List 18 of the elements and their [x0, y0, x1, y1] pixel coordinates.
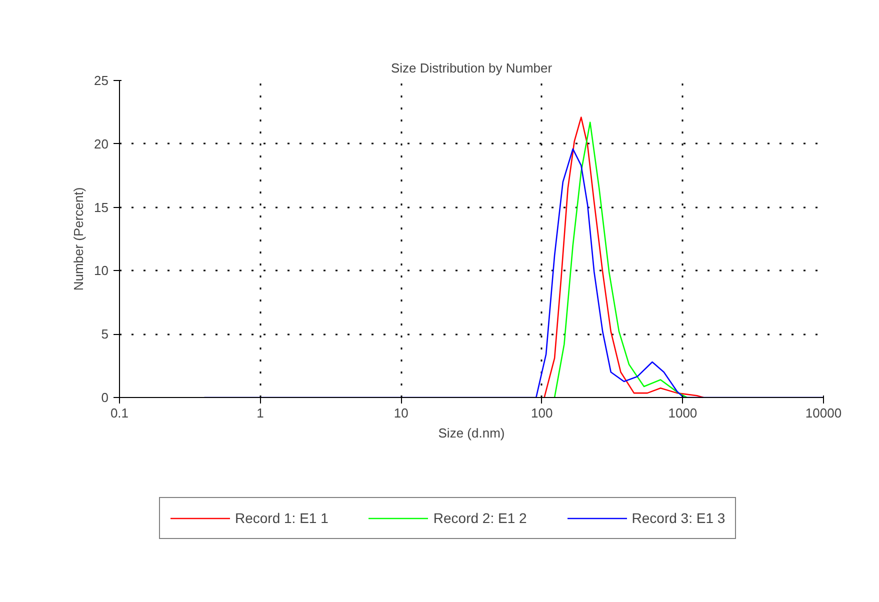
y-tick-label: 20	[94, 136, 109, 152]
y-tick-label: 25	[94, 73, 109, 88]
x-tick-label: 1000	[668, 406, 698, 420]
y-axis-title: Number (Percent)	[71, 187, 86, 291]
x-tick-label: 100	[531, 406, 553, 420]
legend-label: Record 2: E1 2	[433, 510, 527, 526]
x-tick-label: 0.1	[110, 406, 129, 420]
x-tick-label: 1	[256, 406, 264, 420]
x-tick-label: 10	[394, 406, 408, 420]
y-tick-label: 10	[94, 263, 109, 278]
chart-title: Size Distribution by Number	[390, 60, 553, 76]
legend-label: Record 1: E1 1	[235, 510, 328, 526]
y-tick-label: 15	[94, 200, 109, 215]
legend-label: Record 3: E1 3	[632, 510, 726, 526]
y-tick-label: 0	[101, 390, 109, 405]
y-tick-label: 5	[101, 326, 109, 342]
x-tick-label: 10000	[805, 406, 842, 420]
x-axis-title: Size (d.nm)	[438, 426, 505, 440]
